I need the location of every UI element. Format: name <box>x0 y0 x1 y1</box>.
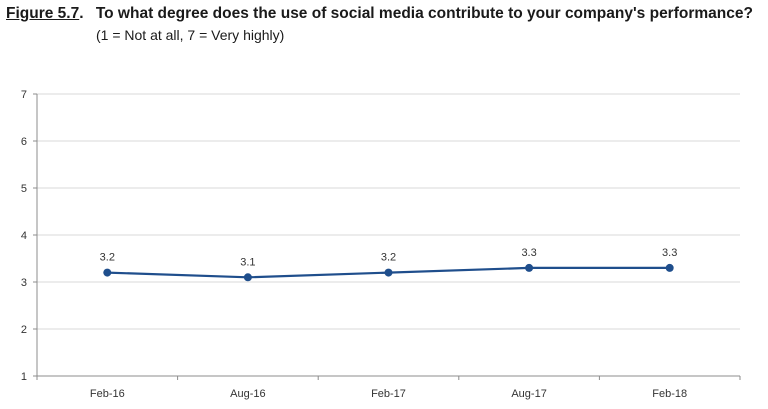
figure-label: Figure 5.7 <box>6 5 80 22</box>
data-point <box>665 263 674 272</box>
x-tick-label: Feb-16 <box>90 388 125 400</box>
x-tick-label: Aug-17 <box>511 388 546 400</box>
y-tick-label: 7 <box>21 89 27 101</box>
y-tick-label: 2 <box>21 324 27 336</box>
data-point <box>525 263 534 272</box>
data-label: 3.2 <box>381 252 396 264</box>
y-tick-label: 3 <box>21 277 27 289</box>
data-point <box>103 268 112 277</box>
data-point <box>384 268 393 277</box>
data-label: 3.3 <box>662 247 677 259</box>
y-tick-label: 4 <box>21 230 27 242</box>
data-point <box>243 273 252 282</box>
data-label: 3.3 <box>521 247 536 259</box>
y-tick-label: 6 <box>21 136 27 148</box>
x-tick-label: Feb-17 <box>371 388 406 400</box>
figure-subtitle: (1 = Not at all, 7 = Very highly) <box>96 27 285 43</box>
figure-title: To what degree does the use of social me… <box>95 5 753 22</box>
x-tick-label: Aug-16 <box>230 388 265 400</box>
data-label: 3.1 <box>240 256 255 268</box>
x-tick-label: Feb-18 <box>652 388 687 400</box>
figure-label-dot: . <box>79 5 84 22</box>
y-tick-label: 5 <box>21 183 27 195</box>
figure-header: Figure 5.7. To what degree does the use … <box>6 4 753 24</box>
data-label: 3.2 <box>100 252 115 264</box>
y-tick-label: 1 <box>21 371 27 383</box>
